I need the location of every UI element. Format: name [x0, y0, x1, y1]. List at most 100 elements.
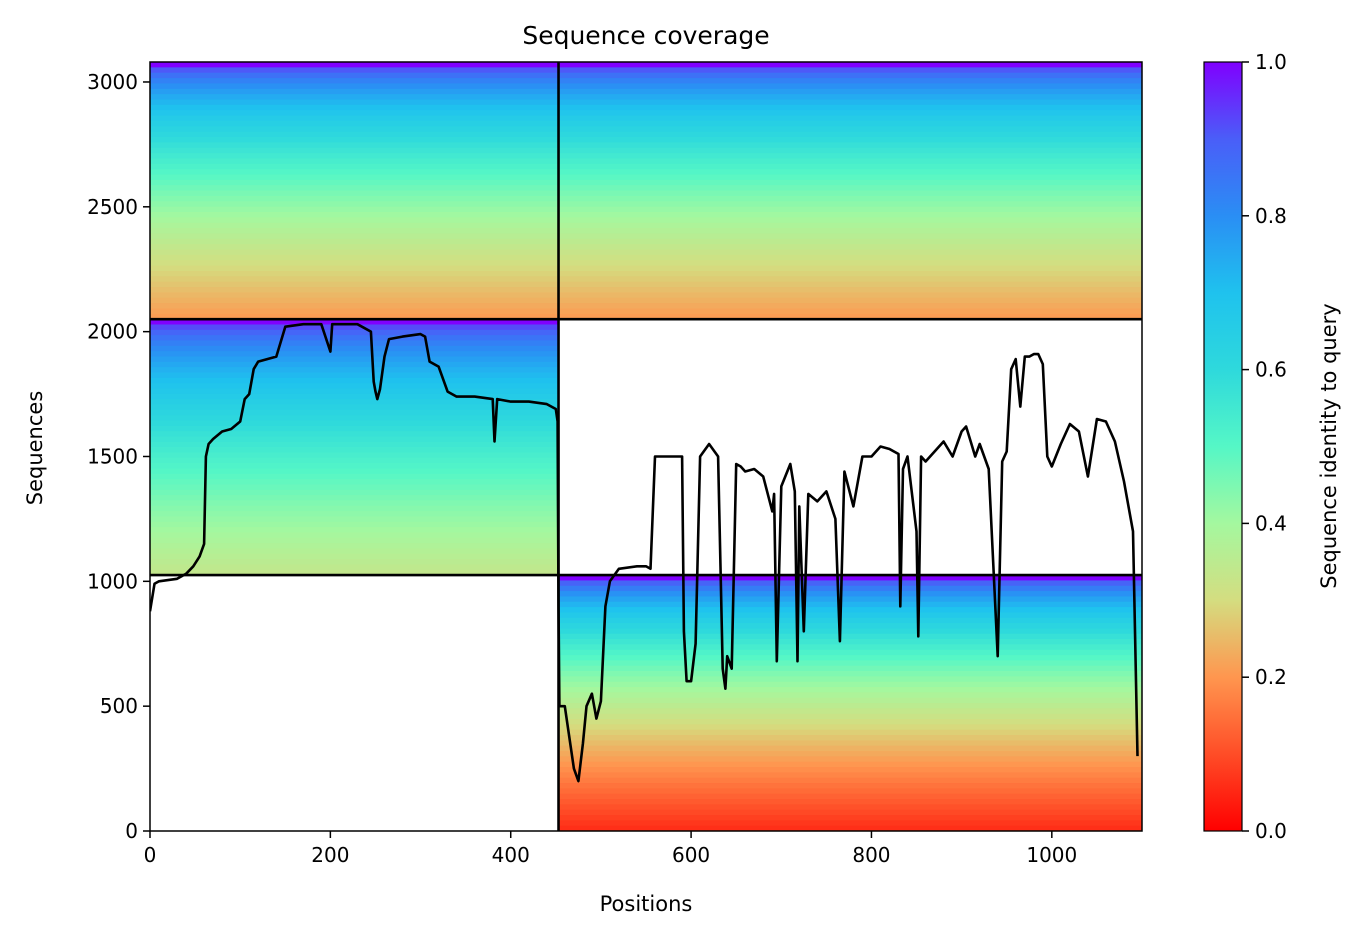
block-band: [150, 147, 559, 154]
block-band: [150, 436, 559, 443]
block-band: [150, 126, 559, 133]
block-band: [150, 254, 559, 261]
block-band: [558, 206, 1142, 213]
block-band: [150, 292, 559, 299]
colorbar-tick-label: 0.4: [1255, 511, 1287, 535]
block-band: [150, 415, 559, 422]
block-band: [150, 276, 559, 283]
block-band: [558, 62, 1142, 68]
block-band: [558, 825, 1142, 831]
block-band: [558, 644, 1142, 651]
block-band: [558, 751, 1142, 757]
block-band: [558, 729, 1142, 736]
plot-frame: [149, 61, 1143, 832]
block-band: [558, 142, 1142, 149]
block-band: [558, 745, 1142, 752]
block-band: [558, 67, 1142, 74]
block-band: [558, 217, 1142, 224]
block-band: [150, 505, 559, 512]
block-band: [558, 719, 1142, 725]
y-tick-label: 1500: [87, 444, 138, 468]
block-band: [150, 265, 559, 272]
block-band: [558, 735, 1142, 741]
block-band: [558, 623, 1142, 629]
block-band: [558, 126, 1142, 133]
block-band: [558, 158, 1142, 165]
block-band: [558, 649, 1142, 656]
block-band: [150, 67, 559, 74]
block-band: [558, 163, 1142, 170]
block-band: [150, 287, 559, 293]
block-band: [150, 142, 559, 149]
colorbar-ticks: 0.0 0.2 0.4 0.6 0.8 1.0: [1242, 50, 1287, 843]
block-band: [150, 468, 559, 475]
block-band: [558, 692, 1142, 699]
block-band: [150, 233, 559, 240]
block-band: [558, 260, 1142, 267]
block-band: [150, 319, 559, 326]
block-band: [558, 788, 1142, 795]
block-band: [150, 521, 559, 528]
y-tick-label: 500: [100, 694, 138, 718]
block-band: [150, 195, 559, 202]
block-band: [558, 804, 1142, 811]
block-band: [150, 190, 559, 197]
block-band: [150, 463, 559, 470]
block-band: [558, 297, 1142, 304]
block-band: [150, 484, 559, 491]
block-band: [150, 340, 559, 347]
block-band: [150, 559, 559, 566]
x-tick-label: 800: [852, 843, 890, 867]
block-band: [150, 457, 559, 464]
block-band: [150, 527, 559, 534]
y-tick-label: 0: [125, 819, 138, 843]
chart-title: Sequence coverage: [522, 21, 769, 50]
block-band: [150, 281, 559, 288]
block-band: [558, 233, 1142, 240]
block-band: [150, 335, 559, 342]
block-band: [558, 761, 1142, 768]
block-band: [558, 612, 1142, 619]
block-band: [558, 681, 1142, 688]
y-tick-label: 3000: [87, 70, 138, 94]
block-band: [150, 212, 559, 218]
block-band: [558, 222, 1142, 229]
block-band: [558, 660, 1142, 667]
block-band: [558, 179, 1142, 186]
block-band: [150, 367, 559, 374]
block-3: [150, 319, 559, 576]
x-tick-label: 200: [311, 843, 349, 867]
block-band: [558, 783, 1142, 789]
block-band: [558, 628, 1142, 635]
block-band: [558, 815, 1142, 821]
block-band: [558, 78, 1142, 85]
block-band: [150, 553, 559, 560]
block-band: [150, 201, 559, 208]
block-band: [150, 420, 559, 427]
block-band: [150, 120, 559, 127]
y-tick-label: 2000: [87, 320, 138, 344]
block-band: [150, 345, 559, 352]
block-band: [150, 249, 559, 256]
block-band: [150, 388, 559, 395]
block-band: [558, 617, 1142, 624]
block-band: [150, 270, 559, 277]
block-band: [558, 137, 1142, 143]
block-band: [558, 767, 1142, 773]
block-band: [150, 169, 559, 176]
block-band: [150, 303, 559, 310]
block-band: [150, 479, 559, 486]
block-band: [150, 356, 559, 363]
block-band: [150, 495, 559, 502]
block-band: [150, 313, 559, 320]
block-band: [150, 329, 559, 336]
x-axis-label: Positions: [600, 892, 693, 916]
block-band: [558, 292, 1142, 299]
colorbar-tick-label: 0.0: [1255, 819, 1287, 843]
block-band: [558, 665, 1142, 672]
block-band: [558, 254, 1142, 261]
block-band: [558, 601, 1142, 608]
block-band: [558, 120, 1142, 127]
block-band: [558, 585, 1142, 592]
block-band: [150, 399, 559, 406]
